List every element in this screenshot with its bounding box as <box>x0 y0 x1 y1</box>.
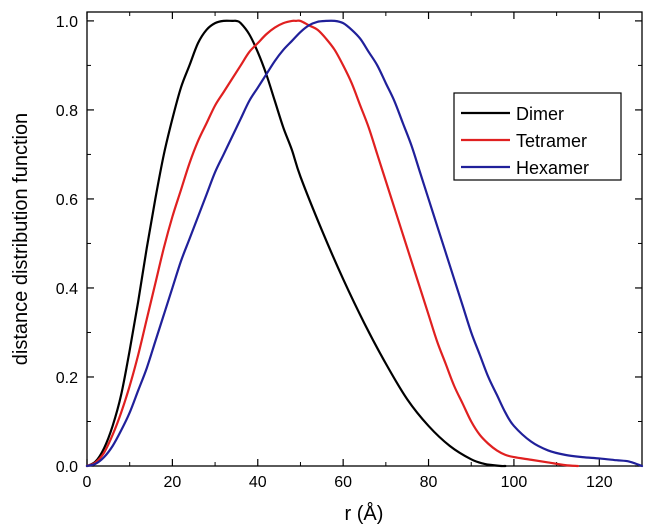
series-lines <box>85 19 644 468</box>
y-tick-label: 0.0 <box>56 459 78 476</box>
y-axis: 0.0 0.2 0.4 0.6 0.8 1.0 <box>56 14 642 476</box>
legend-label-hexamer: Hexamer <box>516 158 589 178</box>
x-tick-label: 0 <box>83 474 92 491</box>
series-line-dimer <box>85 19 507 468</box>
legend-box <box>453 92 622 181</box>
x-tick-label: 120 <box>586 474 613 491</box>
series-line-tetramer <box>85 19 580 468</box>
plot-frame <box>86 11 643 467</box>
series-line-hexamer <box>85 19 644 468</box>
legend: Dimer Tetramer Hexamer <box>453 92 622 181</box>
y-tick-label: 0.4 <box>56 281 78 298</box>
x-tick-label: 100 <box>501 474 528 491</box>
x-axis-title: r (Å) <box>345 502 384 525</box>
y-tick-label: 0.2 <box>56 370 78 387</box>
x-tick-label: 20 <box>163 474 181 491</box>
y-tick-label: 1.0 <box>56 14 78 31</box>
plot-area <box>86 11 643 467</box>
x-tick-label: 40 <box>249 474 267 491</box>
legend-label-dimer: Dimer <box>516 104 564 124</box>
y-tick-label: 0.6 <box>56 192 78 209</box>
x-axis: 0 20 40 60 80 100 120 <box>83 12 613 491</box>
y-axis-title: distance distribution function <box>10 113 32 365</box>
x-tick-label: 60 <box>334 474 352 491</box>
x-tick-label: 80 <box>420 474 438 491</box>
y-tick-label: 0.8 <box>56 103 78 120</box>
legend-label-tetramer: Tetramer <box>516 131 587 151</box>
